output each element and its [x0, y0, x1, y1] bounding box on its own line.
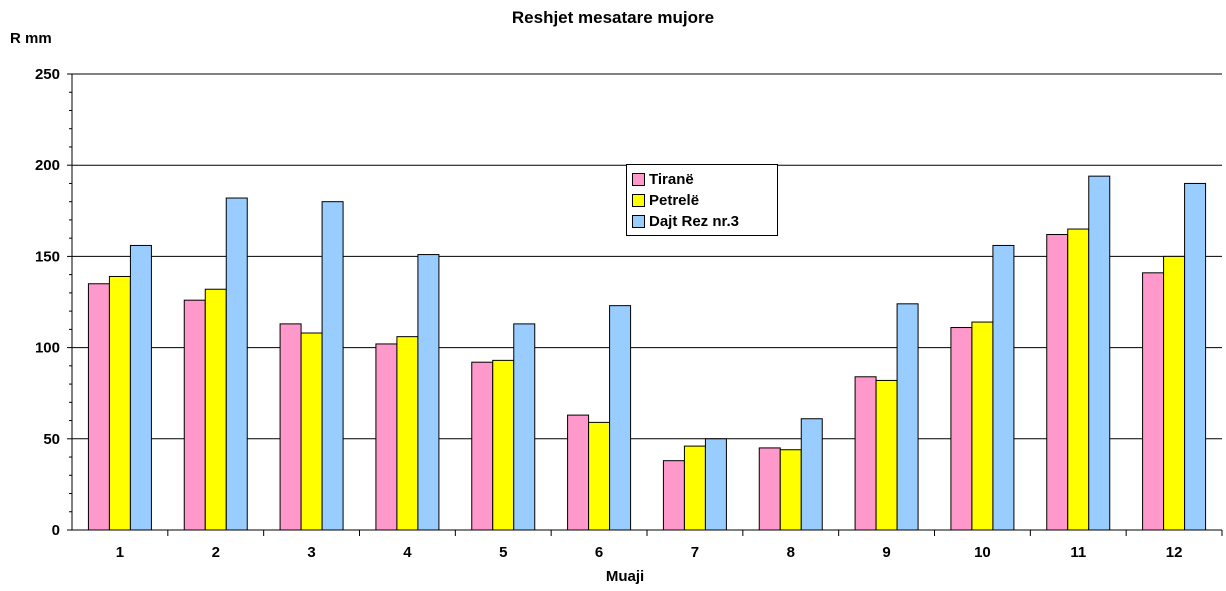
x-tick-label-2: 2 — [212, 544, 220, 561]
bar-petrel--8 — [779, 449, 802, 531]
x-tick-label-6: 6 — [595, 544, 603, 561]
bar-petrel--2 — [204, 288, 227, 531]
y-tick-label-150: 150 — [35, 248, 60, 265]
legend-swatch-tirane — [632, 173, 645, 186]
bar-tiran--7 — [662, 460, 685, 531]
bar-dajt-rez-nr-3-11 — [1088, 175, 1111, 531]
legend-label-dajt: Dajt Rez nr.3 — [649, 213, 740, 230]
chart-title: Reshjet mesatare mujore — [511, 8, 715, 27]
bar-dajt-rez-nr-3-7 — [704, 438, 727, 531]
y-tick-label-100: 100 — [35, 340, 60, 357]
y-tick-label-50: 50 — [43, 431, 60, 448]
bar-dajt-rez-nr-3-9 — [896, 303, 919, 531]
bar-petrel--5 — [492, 359, 515, 531]
bar-dajt-rez-nr-3-5 — [513, 323, 536, 531]
legend-item-tirane: Tiranë — [632, 169, 772, 190]
bar-tiran--4 — [375, 343, 398, 531]
bar-tiran--3 — [279, 323, 302, 531]
bar-tiran--10 — [950, 327, 973, 531]
x-axis-label: Muaji — [605, 568, 645, 585]
x-tick-label-1: 1 — [116, 544, 124, 561]
bar-tiran--12 — [1142, 272, 1165, 531]
legend-label-tirane: Tiranë — [649, 171, 694, 188]
y-tick-label-0: 0 — [52, 522, 60, 539]
bar-tiran--5 — [471, 361, 494, 531]
bar-petrel--6 — [588, 421, 611, 531]
bar-tiran--9 — [854, 376, 877, 531]
bar-petrel--4 — [396, 336, 419, 531]
x-tick-label-7: 7 — [691, 544, 699, 561]
bar-dajt-rez-nr-3-1 — [129, 244, 152, 531]
legend-swatch-dajt — [632, 215, 645, 228]
x-tick-label-10: 10 — [974, 544, 991, 561]
x-tick-label-4: 4 — [403, 544, 412, 561]
bar-tiran--8 — [758, 447, 781, 531]
y-axis-label: R mm — [10, 30, 52, 47]
bar-petrel--10 — [971, 321, 994, 531]
x-tick-label-8: 8 — [787, 544, 795, 561]
bar-dajt-rez-nr-3-10 — [992, 244, 1015, 531]
bar-dajt-rez-nr-3-12 — [1184, 182, 1207, 531]
bar-petrel--9 — [875, 379, 898, 531]
bar-dajt-rez-nr-3-6 — [609, 305, 632, 531]
x-tick-label-9: 9 — [882, 544, 890, 561]
legend-swatch-petrele — [632, 194, 645, 207]
x-tick-label-3: 3 — [307, 544, 315, 561]
legend-item-petrele: Petrelë — [632, 190, 772, 211]
bar-dajt-rez-nr-3-8 — [800, 418, 823, 531]
bar-tiran--11 — [1046, 234, 1069, 531]
y-tick-label-200: 200 — [35, 157, 60, 174]
bar-dajt-rez-nr-3-2 — [225, 197, 248, 531]
bar-petrel--7 — [683, 445, 706, 531]
chart-legend: Tiranë Petrelë Dajt Rez nr.3 — [626, 164, 778, 236]
legend-label-petrele: Petrelë — [649, 192, 700, 209]
bar-dajt-rez-nr-3-4 — [417, 254, 440, 531]
bar-petrel--3 — [300, 332, 323, 531]
bar-tiran--6 — [567, 414, 590, 531]
x-tick-label-12: 12 — [1166, 544, 1183, 561]
bar-tiran--1 — [87, 283, 110, 531]
x-tick-label-5: 5 — [499, 544, 507, 561]
bar-petrel--11 — [1067, 228, 1090, 531]
y-tick-label-250: 250 — [35, 66, 60, 83]
legend-item-dajt: Dajt Rez nr.3 — [632, 211, 772, 232]
x-tick-label-11: 11 — [1070, 544, 1086, 561]
bar-petrel--12 — [1163, 255, 1186, 531]
bar-dajt-rez-nr-3-3 — [321, 201, 344, 531]
bar-tiran--2 — [183, 299, 206, 531]
bar-petrel--1 — [108, 275, 131, 531]
